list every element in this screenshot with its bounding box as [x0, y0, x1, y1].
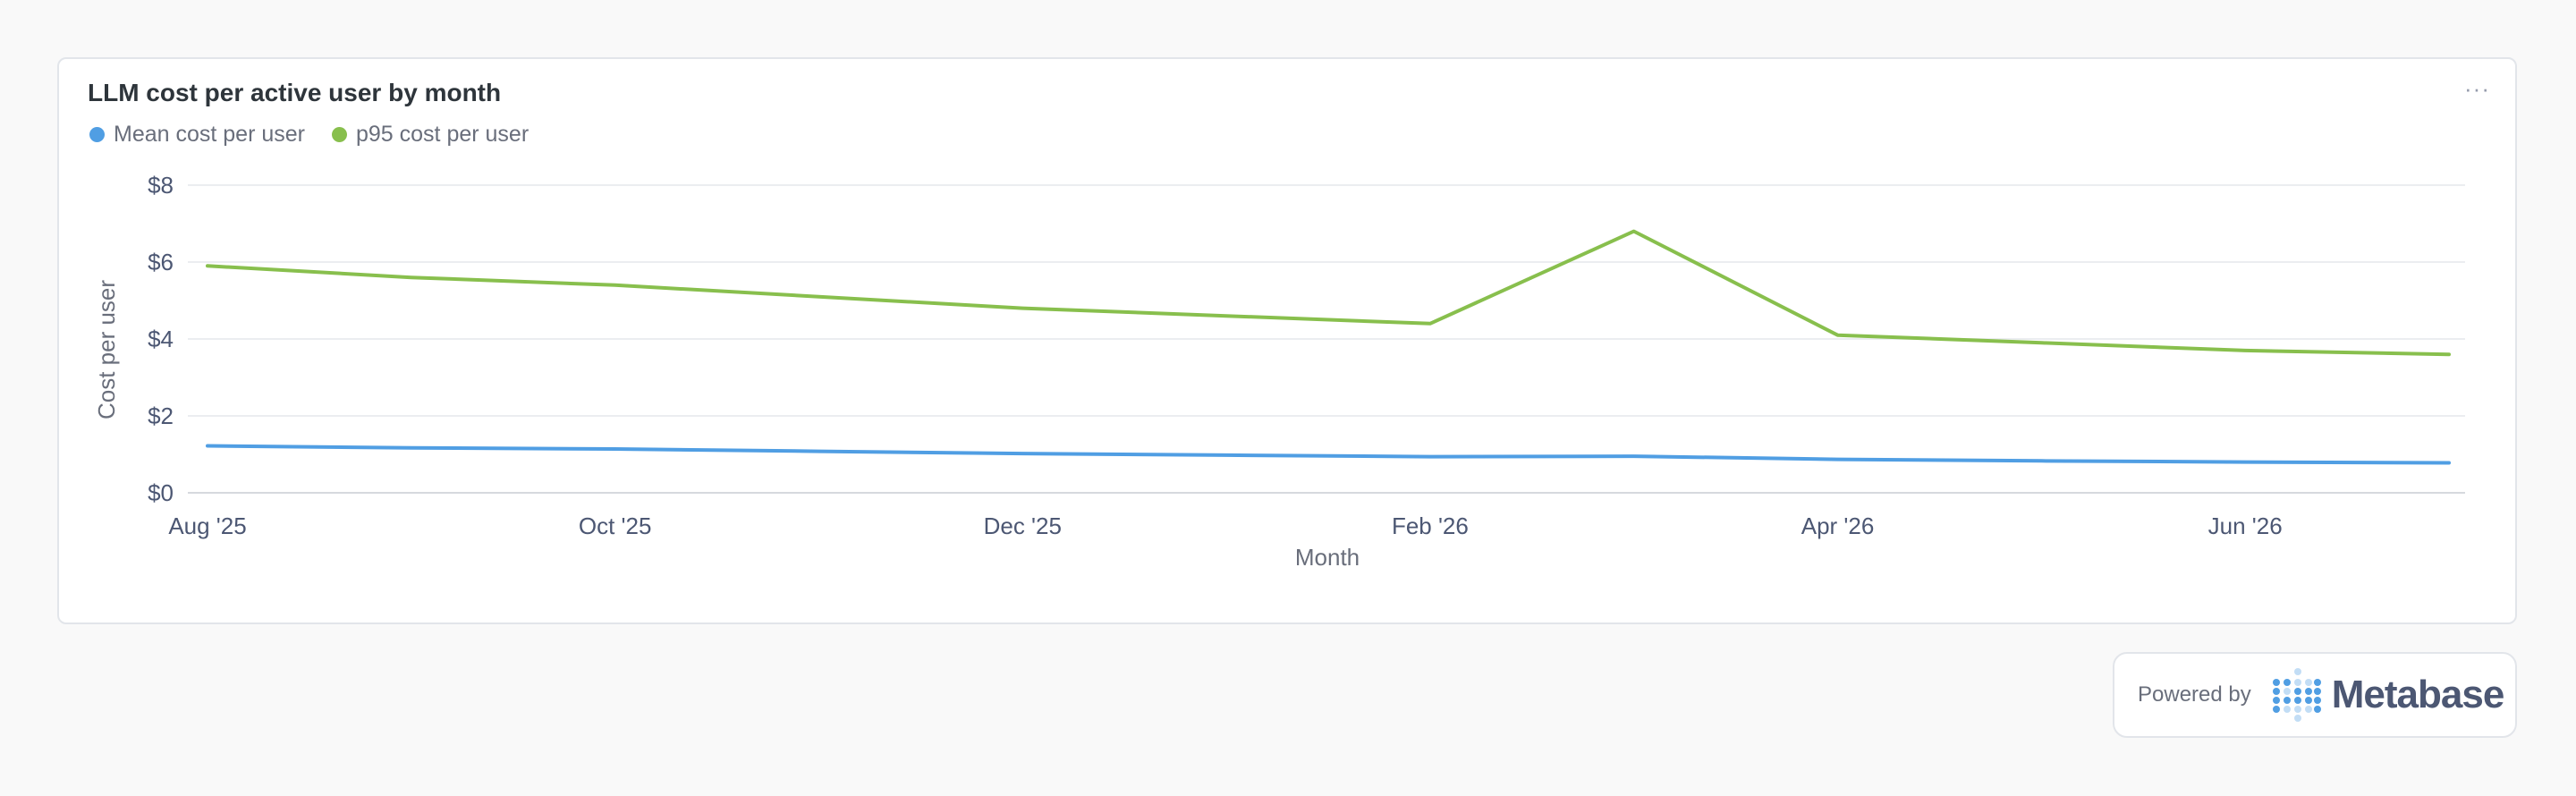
- metabase-logo: Metabase: [2271, 666, 2504, 724]
- x-tick-label: Apr '26: [1801, 512, 1875, 539]
- card-title[interactable]: LLM cost per active user by month: [88, 79, 502, 106]
- ellipsis-icon[interactable]: ···: [2464, 75, 2490, 102]
- legend-item-mean[interactable]: Mean cost per user: [89, 122, 305, 148]
- y-tick-label: $6: [148, 249, 174, 275]
- y-axis-title: Cost per user: [93, 280, 120, 419]
- legend-item-p95[interactable]: p95 cost per user: [332, 122, 529, 148]
- series-line-p95: [206, 229, 2451, 357]
- metabase-logo-icon: [2272, 668, 2321, 722]
- x-tick-label: Aug '25: [168, 512, 246, 539]
- powered-by-label: Powered by: [2138, 682, 2251, 707]
- y-tick-label: $2: [148, 402, 174, 429]
- legend-dot-p95-icon: [332, 127, 347, 142]
- y-tick-label: $0: [148, 479, 174, 506]
- x-tick-label: Dec '25: [984, 512, 1062, 539]
- chart-legend: Mean cost per user p95 cost per user: [89, 122, 529, 148]
- powered-by-badge[interactable]: Powered by Metabase: [2113, 652, 2517, 738]
- legend-label-p95: p95 cost per user: [356, 122, 530, 147]
- chart-card: LLM cost per active user by month ··· Me…: [57, 57, 2517, 624]
- x-tick-label: Jun '26: [2208, 512, 2283, 539]
- series-line-mean: [206, 444, 2451, 465]
- y-tick-label: $4: [148, 326, 174, 352]
- legend-dot-mean-icon: [89, 127, 105, 142]
- y-tick-label: $8: [148, 172, 174, 199]
- x-axis-title: Month: [1295, 544, 1360, 571]
- x-tick-label: Oct '25: [579, 512, 652, 539]
- metabase-wordmark: Metabase: [2331, 673, 2505, 716]
- x-tick-label: Feb '26: [1392, 512, 1469, 539]
- legend-label-mean: Mean cost per user: [114, 122, 305, 147]
